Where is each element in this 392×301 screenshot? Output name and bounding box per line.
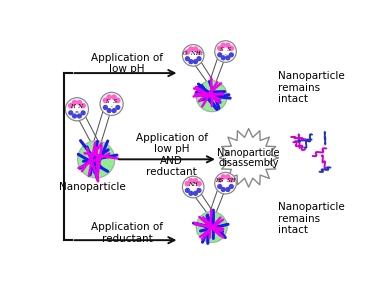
- Circle shape: [116, 106, 120, 109]
- Circle shape: [218, 178, 222, 182]
- Text: -: -: [225, 52, 227, 57]
- Circle shape: [226, 43, 230, 47]
- Text: Nanoparticle: Nanoparticle: [59, 182, 126, 192]
- Text: H  N: H N: [71, 104, 83, 110]
- Text: S  S: S S: [106, 99, 117, 104]
- Circle shape: [77, 101, 82, 105]
- Circle shape: [112, 95, 116, 99]
- Circle shape: [116, 98, 120, 102]
- Circle shape: [185, 50, 190, 54]
- Circle shape: [196, 81, 227, 112]
- Text: low pH: low pH: [109, 64, 145, 74]
- Circle shape: [185, 57, 189, 61]
- Circle shape: [221, 188, 225, 191]
- Circle shape: [226, 56, 230, 60]
- Circle shape: [221, 56, 225, 60]
- Circle shape: [78, 141, 114, 178]
- Circle shape: [78, 114, 81, 118]
- Text: Application of: Application of: [91, 53, 163, 63]
- Text: =: =: [75, 110, 79, 115]
- Circle shape: [194, 191, 198, 195]
- Circle shape: [196, 212, 227, 243]
- Text: intact: intact: [278, 94, 308, 104]
- Circle shape: [185, 188, 189, 192]
- Text: low pH: low pH: [154, 144, 189, 154]
- Text: AND: AND: [160, 156, 183, 166]
- Circle shape: [189, 47, 193, 51]
- Text: remains: remains: [278, 214, 320, 224]
- Circle shape: [193, 178, 198, 183]
- Circle shape: [226, 188, 230, 191]
- Circle shape: [218, 185, 222, 188]
- Text: Application of: Application of: [91, 222, 163, 232]
- Text: Nanoparticle: Nanoparticle: [278, 71, 345, 81]
- Text: remains: remains: [278, 83, 320, 93]
- Text: O  NH₂: O NH₂: [183, 51, 203, 56]
- Circle shape: [69, 111, 73, 115]
- Circle shape: [197, 182, 201, 186]
- Circle shape: [103, 98, 107, 102]
- Text: disassembly: disassembly: [218, 158, 279, 168]
- Circle shape: [65, 98, 89, 121]
- Circle shape: [226, 175, 230, 179]
- Circle shape: [229, 46, 234, 50]
- Circle shape: [73, 114, 76, 118]
- Circle shape: [81, 111, 85, 115]
- Circle shape: [100, 92, 123, 115]
- Circle shape: [229, 185, 233, 188]
- Circle shape: [189, 191, 193, 195]
- Circle shape: [189, 60, 193, 64]
- Text: Application of: Application of: [136, 133, 208, 143]
- Circle shape: [194, 60, 198, 64]
- Circle shape: [221, 175, 225, 179]
- Circle shape: [189, 178, 193, 183]
- Text: reductant: reductant: [146, 167, 197, 177]
- Text: -: -: [111, 104, 113, 110]
- Circle shape: [193, 47, 198, 51]
- Circle shape: [218, 46, 222, 50]
- Circle shape: [107, 95, 111, 99]
- Circle shape: [69, 104, 73, 108]
- Circle shape: [107, 109, 111, 113]
- Circle shape: [103, 106, 107, 109]
- Circle shape: [197, 57, 201, 61]
- Circle shape: [221, 43, 225, 47]
- Circle shape: [182, 176, 204, 198]
- Circle shape: [197, 188, 201, 192]
- Circle shape: [215, 172, 236, 194]
- Text: Nanoparticle: Nanoparticle: [218, 148, 280, 158]
- Text: Nanoparticle: Nanoparticle: [278, 202, 345, 212]
- Circle shape: [185, 182, 190, 186]
- Circle shape: [81, 104, 85, 108]
- Text: NH: NH: [189, 182, 198, 187]
- Text: reductant: reductant: [102, 234, 152, 244]
- Circle shape: [229, 53, 233, 57]
- Circle shape: [197, 50, 201, 54]
- Circle shape: [112, 109, 116, 113]
- Text: HS  SH: HS SH: [215, 178, 236, 183]
- Circle shape: [182, 45, 204, 66]
- Text: S  S: S S: [220, 47, 231, 52]
- Text: intact: intact: [278, 225, 308, 235]
- Circle shape: [218, 53, 222, 57]
- Circle shape: [215, 41, 236, 62]
- Circle shape: [229, 178, 234, 182]
- Circle shape: [73, 101, 77, 105]
